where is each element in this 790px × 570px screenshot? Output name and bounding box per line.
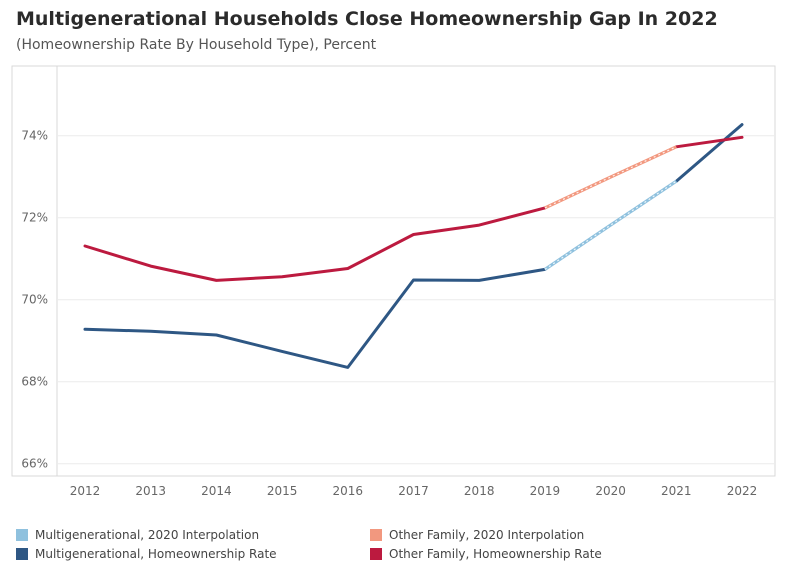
x-tick-label: 2017 [398,484,429,498]
x-tick-label: 2016 [333,484,364,498]
series-line-1-base [544,179,678,271]
series-line-0 [83,267,547,369]
y-tick-label: 72% [21,211,48,225]
series-line-0 [674,123,744,183]
legend-swatch [16,548,28,560]
plot-frame [11,65,776,477]
legend-label: Multigenerational, 2020 Interpolation [35,528,260,542]
legend-label: Other Family, Homeownership Rate [389,547,602,561]
series-line-2 [83,206,547,282]
legend-item-multigen-rate[interactable]: Multigenerational, Homeownership Rate [16,547,277,561]
y-tick-label: 74% [21,129,48,143]
x-tick-label: 2021 [661,484,692,498]
chart-title: Multigenerational Households Close Homeo… [16,8,718,30]
chart-subtitle: (Homeownership Rate By Household Type), … [16,37,377,53]
y-tick-label: 68% [21,375,48,389]
series-line-3-dash [544,146,677,209]
x-tick-label: 2014 [201,484,232,498]
legend-swatch [370,529,382,541]
legend-swatch [370,548,382,560]
x-tick-label: 2015 [267,484,298,498]
x-tick-label: 2020 [595,484,626,498]
legend-item-other-rate[interactable]: Other Family, Homeownership Rate [370,547,602,561]
x-tick-label: 2022 [727,484,758,498]
legend-label: Multigenerational, Homeownership Rate [35,547,277,561]
y-tick-label: 66% [21,457,48,471]
legend-item-other-interp[interactable]: Other Family, 2020 Interpolation [370,528,584,542]
x-tick-label: 2013 [135,484,166,498]
legend-item-multigen-interp[interactable]: Multigenerational, 2020 Interpolation [16,528,259,542]
x-tick-label: 2018 [464,484,495,498]
legend-swatch [16,529,28,541]
series-line-2 [674,135,744,149]
series-line-1-dash [544,180,677,270]
x-tick-label: 2012 [70,484,101,498]
legend-label: Other Family, 2020 Interpolation [389,528,585,542]
x-tick-label: 2019 [530,484,561,498]
y-tick-label: 70% [21,293,48,307]
